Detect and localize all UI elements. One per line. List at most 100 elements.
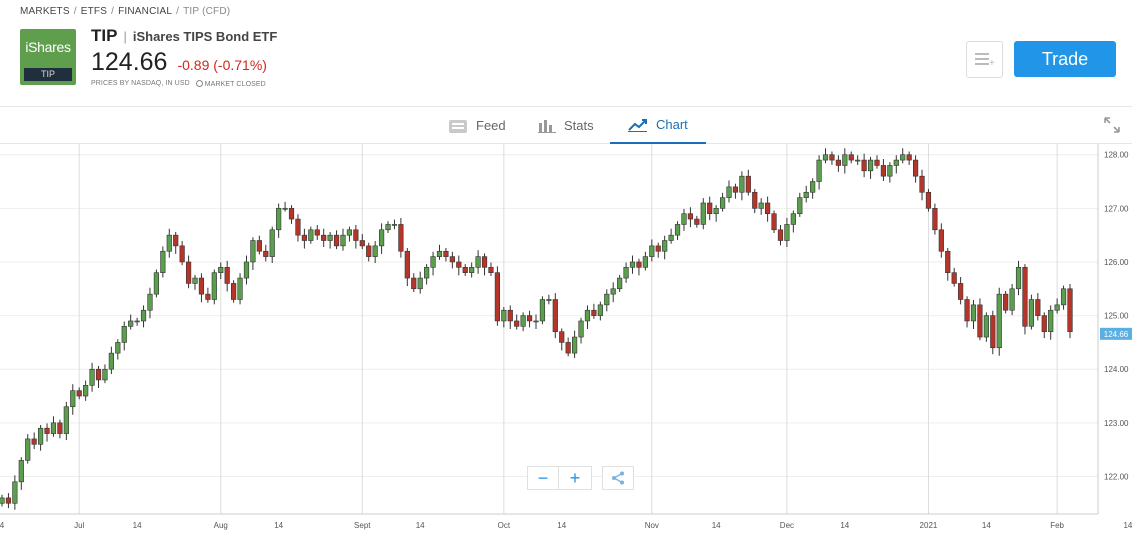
candle-down bbox=[945, 250, 951, 273]
breadcrumb-financial[interactable]: FINANCIAL bbox=[118, 6, 173, 17]
candle-up bbox=[674, 224, 681, 236]
candle-down bbox=[95, 368, 102, 381]
candle-up bbox=[797, 197, 803, 215]
candle-down bbox=[977, 304, 983, 338]
candle-down bbox=[366, 245, 372, 257]
candle-up bbox=[668, 234, 674, 241]
candle-up bbox=[192, 277, 198, 284]
candle-down bbox=[321, 234, 327, 241]
candle-up bbox=[308, 229, 314, 241]
candle-up bbox=[900, 154, 906, 161]
candle-up bbox=[424, 267, 430, 279]
add-to-watchlist-button[interactable]: + bbox=[966, 41, 1003, 78]
candlestick-chart[interactable]: 122.00 123.00 124.00 125.00 126.00 127.00 128.… bbox=[0, 144, 1132, 535]
tab-chart[interactable]: Chart bbox=[610, 107, 706, 144]
candle-down bbox=[398, 224, 404, 252]
candle-down bbox=[481, 256, 488, 268]
candle-up bbox=[469, 267, 475, 273]
candle-down bbox=[507, 309, 513, 322]
breadcrumb-separator: / bbox=[176, 6, 180, 17]
price-chart[interactable]: 122.00 123.00 124.00 125.00 126.00 127.00 128.… bbox=[0, 144, 1132, 535]
candle-up bbox=[38, 427, 44, 445]
candle-down bbox=[514, 320, 520, 327]
share-icon bbox=[612, 471, 624, 485]
candle-down bbox=[938, 229, 944, 252]
zoom-in-button[interactable]: + bbox=[559, 466, 592, 490]
trade-button[interactable]: Trade bbox=[1014, 41, 1116, 77]
candle-up bbox=[681, 213, 687, 225]
candle-up bbox=[83, 385, 89, 397]
candle-up bbox=[970, 304, 977, 322]
candle-up bbox=[391, 224, 398, 226]
candle-down bbox=[1035, 299, 1041, 316]
candle-up bbox=[584, 309, 591, 322]
candle-up bbox=[160, 250, 166, 273]
x-tick-label: 14 bbox=[557, 521, 566, 530]
breadcrumb: MARKETS / ETFS / FINANCIAL / TIP (CFD) bbox=[20, 6, 230, 17]
candle-down bbox=[990, 315, 996, 349]
x-tick-label: 14 bbox=[274, 521, 283, 530]
tab-chart-label: Chart bbox=[656, 117, 688, 132]
breadcrumb-etfs[interactable]: ETFS bbox=[80, 6, 108, 17]
candle-up bbox=[597, 304, 603, 316]
candle-up bbox=[0, 497, 5, 504]
candle-up bbox=[803, 191, 809, 198]
y-tick-label: 123.00 bbox=[1104, 419, 1129, 428]
candle-up bbox=[147, 293, 153, 311]
candle-down bbox=[835, 159, 841, 166]
candle-up bbox=[385, 224, 391, 231]
x-tick-label: Aug bbox=[214, 521, 228, 530]
candle-up bbox=[417, 277, 423, 290]
candle-up bbox=[134, 320, 140, 323]
share-button[interactable] bbox=[602, 466, 634, 490]
candle-down bbox=[919, 175, 925, 193]
expand-icon[interactable] bbox=[1104, 117, 1120, 133]
candle-down bbox=[488, 267, 494, 273]
zoom-out-button[interactable]: − bbox=[527, 466, 559, 490]
x-tick-label: Dec bbox=[780, 521, 794, 530]
tab-stats[interactable]: Stats bbox=[520, 107, 612, 144]
candle-down bbox=[951, 272, 957, 284]
candle-up bbox=[140, 309, 147, 322]
candle-up bbox=[501, 309, 507, 322]
candle-down bbox=[231, 283, 237, 300]
candle-down bbox=[745, 175, 751, 193]
x-tick-label: Oct bbox=[498, 521, 511, 530]
market-status-label: MARKET CLOSED bbox=[204, 81, 266, 88]
price-change: -0.89 (-0.71%) bbox=[177, 57, 267, 73]
x-tick-label: 14 bbox=[1123, 521, 1132, 530]
candle-up bbox=[713, 208, 719, 215]
candle-up bbox=[12, 481, 18, 504]
candle-up bbox=[121, 326, 127, 343]
x-tick-label: Nov bbox=[645, 521, 659, 530]
candle-down bbox=[777, 229, 784, 241]
plus-icon: + bbox=[989, 58, 995, 69]
candle-up bbox=[520, 315, 526, 327]
candle-down bbox=[1022, 267, 1028, 327]
candle-down bbox=[179, 245, 185, 263]
candle-up bbox=[18, 460, 24, 483]
x-tick-label: Jul bbox=[74, 521, 84, 530]
instrument-tabs: Feed Stats Chart bbox=[0, 106, 1132, 144]
candle-down bbox=[301, 234, 307, 241]
candle-up bbox=[340, 234, 346, 247]
x-tick-label: 2021 bbox=[920, 521, 938, 530]
candle-up bbox=[70, 390, 76, 408]
candle-up bbox=[623, 267, 629, 279]
candle-down bbox=[295, 218, 301, 236]
candle-up bbox=[115, 342, 121, 354]
candle-down bbox=[173, 234, 179, 247]
tab-feed[interactable]: Feed bbox=[430, 107, 524, 144]
candle-up bbox=[108, 352, 114, 370]
candle-up bbox=[784, 224, 790, 241]
candle-down bbox=[874, 159, 880, 166]
breadcrumb-separator: / bbox=[111, 6, 115, 17]
candle-down bbox=[288, 208, 295, 220]
breadcrumb-markets[interactable]: MARKETS bbox=[20, 6, 70, 17]
candle-up bbox=[218, 267, 224, 273]
candle-down bbox=[76, 390, 82, 397]
candle-up bbox=[996, 293, 1002, 349]
candle-up bbox=[430, 256, 436, 268]
candle-down bbox=[552, 299, 558, 332]
y-tick-label: 126.00 bbox=[1104, 258, 1129, 267]
